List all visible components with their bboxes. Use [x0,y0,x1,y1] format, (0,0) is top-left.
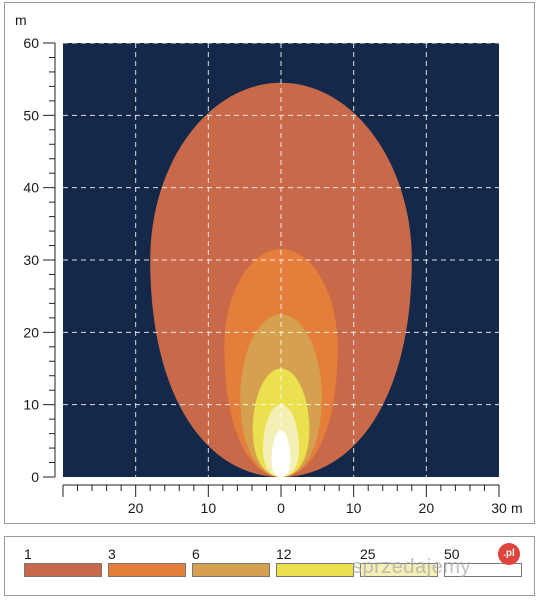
x-tick-label: 20 [128,500,144,516]
legend-label-25: 25 [360,546,376,562]
y-tick-label: 30 [23,252,39,268]
watermark-text: sprzedajemy [352,556,471,578]
legend-swatch-50 [444,563,522,577]
x-tick-label: 10 [346,500,362,516]
y-tick-label: 60 [23,35,39,51]
x-tick-label: 0 [277,500,285,516]
chart-panel: 0 10 20 30 40 50 60 m 20 10 0 10 20 30 m [4,2,535,524]
gridlines [63,42,499,477]
legend-label-3: 3 [108,546,116,562]
y-tick-label: 20 [23,324,39,340]
y-tick-label: 10 [23,397,39,413]
x-axis-unit: m [511,500,523,516]
x-tick-label: 10 [201,500,217,516]
legend-swatch-3 [108,563,186,577]
legend-swatch-1 [24,563,102,577]
watermark-badge: .pl [498,543,520,565]
y-axis-unit: m [15,12,27,28]
legend-label-6: 6 [192,546,200,562]
legend-label-50: 50 [444,546,460,562]
y-tick-label: 50 [23,107,39,123]
isolux-contour-50 [271,429,291,477]
legend-label-12: 12 [276,546,292,562]
y-tick-label: 40 [23,180,39,196]
x-tick-label: 20 [419,500,435,516]
x-tick-label: 30 [491,500,507,516]
legend-label-1: 1 [24,546,32,562]
legend-swatch-6 [192,563,270,577]
legend-swatch-25 [360,563,438,577]
legend-swatch-12 [276,563,354,577]
y-tick-label: 0 [31,469,39,485]
